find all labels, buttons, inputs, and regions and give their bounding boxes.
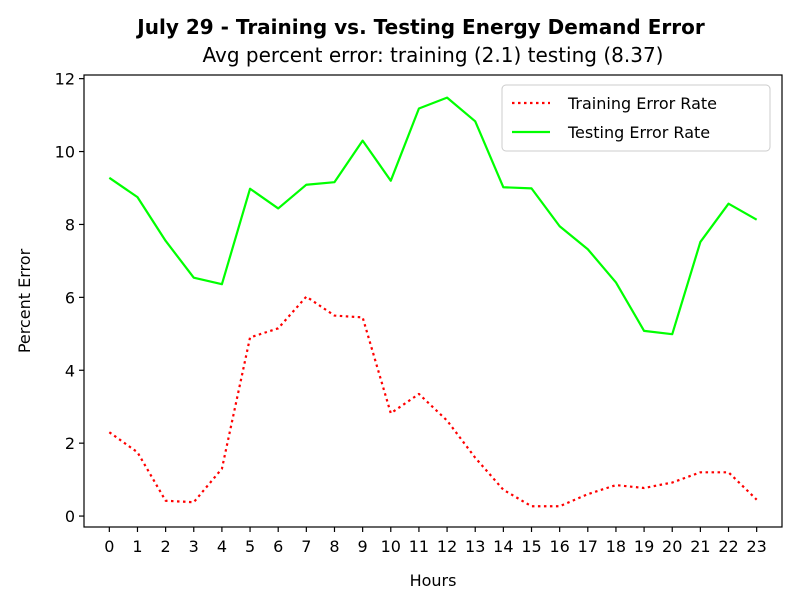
x-tick-label: 20: [662, 537, 682, 556]
x-tick-label: 2: [161, 537, 171, 556]
x-tick-label: 6: [273, 537, 283, 556]
x-tick-label: 23: [746, 537, 766, 556]
y-axis: 0 2 4 6 8 10 12: [55, 70, 84, 526]
legend: Training Error Rate Testing Error Rate: [501, 84, 771, 152]
x-tick-label: 5: [245, 537, 255, 556]
x-tick-label: 3: [189, 537, 199, 556]
y-tick-label: 6: [65, 288, 75, 307]
testing-error-line: [108, 96, 758, 336]
series-layer: [108, 96, 758, 508]
y-tick-label: 2: [65, 434, 75, 453]
x-tick-label: 8: [329, 537, 339, 556]
x-axis: 0 1 2 3 4 5 6 7 8 9 10 11 12 13 14 15 16 17 18 19 20 21 22 23: [104, 527, 767, 556]
x-tick-label: 1: [132, 537, 142, 556]
y-tick-label: 12: [55, 70, 75, 89]
y-axis-label: Percent Error: [15, 248, 34, 353]
x-tick-label: 14: [493, 537, 513, 556]
x-tick-label: 11: [409, 537, 429, 556]
x-tick-label: 18: [606, 537, 626, 556]
legend-label-testing: Testing Error Rate: [567, 123, 710, 142]
y-tick-label: 10: [55, 143, 75, 162]
x-tick-label: 10: [381, 537, 401, 556]
y-tick-label: 8: [65, 215, 75, 234]
x-axis-label: Hours: [410, 571, 457, 590]
y-tick-label: 0: [65, 507, 75, 526]
x-tick-label: 9: [358, 537, 368, 556]
legend-box: [501, 84, 771, 152]
plot-area-frame: [83, 74, 783, 528]
x-tick-label: 7: [301, 537, 311, 556]
x-tick-label: 22: [718, 537, 738, 556]
x-tick-label: 12: [437, 537, 457, 556]
chart-subtitle: Avg percent error: training (2.1) testin…: [203, 43, 664, 67]
y-tick-label: 4: [65, 361, 75, 380]
x-tick-label: 13: [465, 537, 485, 556]
x-tick-label: 21: [690, 537, 710, 556]
x-tick-label: 4: [217, 537, 227, 556]
legend-label-training: Training Error Rate: [567, 94, 717, 113]
x-tick-label: 15: [521, 537, 541, 556]
chart-title: July 29 - Training vs. Testing Energy De…: [135, 15, 705, 39]
x-tick-label: 19: [634, 537, 654, 556]
x-tick-label: 0: [104, 537, 114, 556]
training-error-line: [108, 295, 758, 508]
x-tick-label: 16: [549, 537, 569, 556]
x-tick-label: 17: [578, 537, 598, 556]
